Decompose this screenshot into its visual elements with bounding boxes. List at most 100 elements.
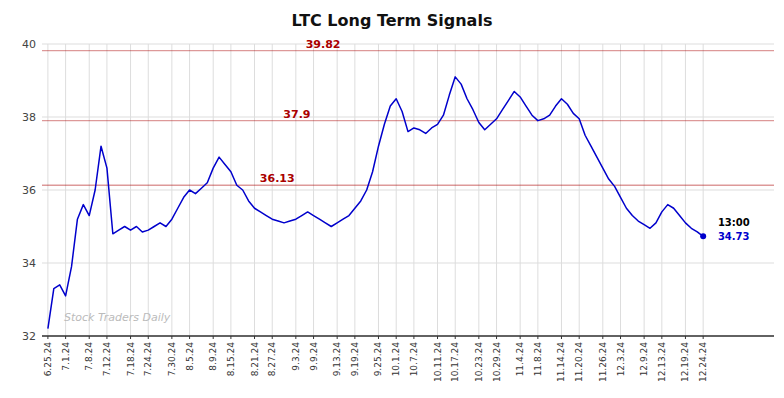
x-grid-line bbox=[561, 44, 562, 336]
x-tick bbox=[496, 336, 497, 339]
x-tick-label: 10.1.24 bbox=[391, 342, 401, 377]
chart: LTC Long Term Signals32343638406.25.247.… bbox=[0, 0, 784, 398]
signal-label: 39.82 bbox=[306, 38, 341, 51]
last-point bbox=[700, 233, 706, 239]
x-tick bbox=[254, 336, 255, 339]
x-grid-line bbox=[148, 44, 149, 336]
y-tick-label: 34 bbox=[22, 257, 36, 270]
x-grid-line bbox=[478, 44, 479, 336]
x-tick bbox=[396, 336, 397, 339]
x-tick-label: 12.13.24 bbox=[657, 342, 667, 382]
y-axis: 3234363840 bbox=[22, 38, 36, 343]
x-tick-label: 7.12.24 bbox=[102, 342, 112, 377]
x-grid-line bbox=[378, 44, 379, 336]
x-tick-label: 12.19.24 bbox=[680, 342, 690, 382]
last-time-label: 13:00 bbox=[718, 217, 750, 228]
x-tick-label: 8.21.24 bbox=[250, 342, 260, 377]
watermark: Stock Traders Daily bbox=[64, 311, 171, 324]
x-tick-label: 7.1.24 bbox=[61, 342, 71, 371]
x-tick-label: 9.9.24 bbox=[309, 342, 319, 371]
x-tick bbox=[130, 336, 131, 339]
x-tick bbox=[148, 336, 149, 339]
x-tick-label: 8.5.24 bbox=[185, 342, 195, 371]
x-tick-label: 11.4.24 bbox=[515, 342, 525, 377]
x-axis: 6.25.247.1.247.8.247.12.247.18.247.24.24… bbox=[42, 336, 774, 382]
x-tick bbox=[602, 336, 603, 339]
x-grid-line bbox=[230, 44, 231, 336]
x-tick-label: 10.7.24 bbox=[409, 342, 419, 377]
x-tick bbox=[455, 336, 456, 339]
x-grid-line bbox=[455, 44, 456, 336]
x-tick-label: 10.17.24 bbox=[450, 342, 460, 382]
x-grid-line bbox=[579, 44, 580, 336]
x-grid-line bbox=[106, 44, 107, 336]
x-tick bbox=[437, 336, 438, 339]
x-tick bbox=[661, 336, 662, 339]
x-grid-line bbox=[703, 44, 704, 336]
x-grid-line bbox=[213, 44, 214, 336]
x-grid-line bbox=[620, 44, 621, 336]
x-tick bbox=[644, 336, 645, 339]
x-tick bbox=[579, 336, 580, 339]
x-tick-label: 10.29.24 bbox=[492, 342, 502, 382]
x-tick-label: 7.18.24 bbox=[126, 342, 136, 377]
x-tick bbox=[354, 336, 355, 339]
x-grid-line bbox=[661, 44, 662, 336]
x-tick bbox=[337, 336, 338, 339]
x-grid-line bbox=[47, 44, 48, 336]
x-tick bbox=[413, 336, 414, 339]
grid bbox=[42, 44, 774, 336]
x-tick-label: 9.13.24 bbox=[332, 342, 342, 377]
x-tick-label: 7.24.24 bbox=[143, 342, 153, 377]
signal-label: 36.13 bbox=[260, 172, 295, 185]
x-grid-line bbox=[437, 44, 438, 336]
x-tick bbox=[189, 336, 190, 339]
x-tick bbox=[106, 336, 107, 339]
x-tick bbox=[378, 336, 379, 339]
x-tick-label: 12.24.24 bbox=[698, 342, 708, 382]
x-tick-label: 10.11.24 bbox=[433, 342, 443, 382]
x-tick bbox=[478, 336, 479, 339]
y-grid-line bbox=[42, 336, 774, 337]
x-tick bbox=[537, 336, 538, 339]
signal-line bbox=[42, 120, 774, 121]
x-tick-label: 9.25.24 bbox=[373, 342, 383, 377]
x-grid-line bbox=[520, 44, 521, 336]
x-tick-label: 11.14.24 bbox=[556, 342, 566, 382]
x-grid-line bbox=[644, 44, 645, 336]
x-tick-label: 8.27.24 bbox=[267, 342, 277, 377]
x-tick bbox=[213, 336, 214, 339]
x-tick-label: 9.19.24 bbox=[350, 342, 360, 377]
x-tick bbox=[89, 336, 90, 339]
y-tick-label: 32 bbox=[22, 330, 36, 343]
last-price-label: 34.73 bbox=[718, 231, 750, 242]
y-grid-line bbox=[42, 117, 774, 118]
x-grid-line bbox=[496, 44, 497, 336]
x-tick bbox=[620, 336, 621, 339]
x-tick bbox=[703, 336, 704, 339]
x-grid-line bbox=[537, 44, 538, 336]
y-grid-line bbox=[42, 190, 774, 191]
x-tick bbox=[47, 336, 48, 339]
y-grid-line bbox=[42, 263, 774, 264]
x-grid-line bbox=[295, 44, 296, 336]
x-tick-label: 12.3.24 bbox=[616, 342, 626, 377]
plot-area bbox=[42, 51, 774, 329]
x-grid-line bbox=[130, 44, 131, 336]
x-axis-line bbox=[42, 335, 774, 337]
x-tick-label: 9.3.24 bbox=[291, 342, 301, 371]
x-tick bbox=[65, 336, 66, 339]
signal-labels: 39.82 37.9 36.13 bbox=[260, 38, 341, 186]
signal-label: 37.9 bbox=[283, 108, 310, 121]
x-tick bbox=[561, 336, 562, 339]
x-tick-label: 10.23.24 bbox=[474, 342, 484, 382]
y-tick-label: 38 bbox=[22, 111, 36, 124]
x-grid-line bbox=[413, 44, 414, 336]
x-grid-line bbox=[396, 44, 397, 336]
x-grid-line bbox=[89, 44, 90, 336]
x-tick-label: 7.30.24 bbox=[167, 342, 177, 377]
y-tick-label: 40 bbox=[22, 38, 36, 51]
x-grid-line bbox=[254, 44, 255, 336]
x-tick bbox=[295, 336, 296, 339]
x-tick bbox=[171, 336, 172, 339]
